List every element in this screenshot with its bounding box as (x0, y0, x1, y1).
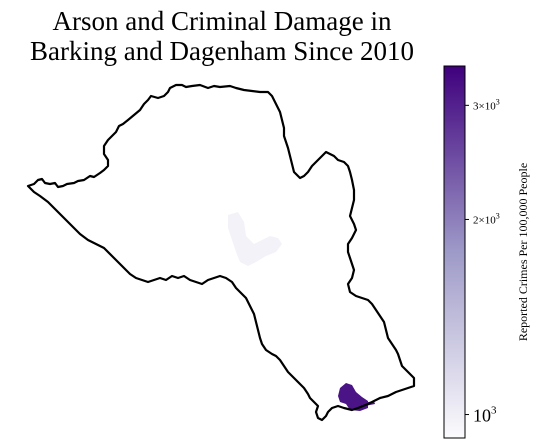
colorbar-frame (443, 65, 466, 439)
map-title-line-1: Arson and Criminal Damage in (53, 6, 392, 36)
colorbar-tick-label: 2×103 (473, 211, 500, 226)
colorbar-gradient (444, 66, 465, 438)
colorbar-ticks: 103 2×103 3×103 (465, 97, 500, 426)
colorbar-tick-label: 103 (473, 405, 497, 426)
map-title-line-2: Barking and Dagenham Since 2010 (30, 36, 414, 66)
borough-outline (26, 83, 416, 422)
colorbar-label: Reported Crimes Per 100,000 People (516, 163, 530, 341)
map-region-central (228, 212, 282, 266)
colorbar-tick-label: 3×103 (473, 97, 500, 112)
colorbar: 103 2×103 3×103 Reported Crimes Per 100,00… (443, 65, 530, 439)
borough-map (26, 83, 416, 422)
